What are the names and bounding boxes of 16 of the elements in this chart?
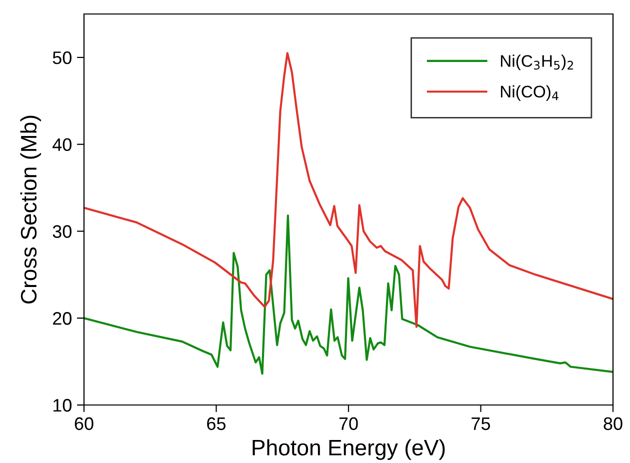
x-tick-label: 60	[74, 417, 94, 430]
x-tick-label: 70	[339, 417, 358, 430]
y-axis-title: Cross Section (Mb)	[20, 116, 41, 304]
x-tick-label: 75	[472, 417, 490, 430]
x-tick-label: 65	[207, 417, 226, 430]
x-tick-label: 80	[604, 417, 622, 430]
line-series	[84, 214, 613, 375]
y-tick-label: 40	[52, 138, 72, 152]
y-tick-label: 20	[53, 312, 72, 325]
y-tick-label: 30	[52, 225, 72, 238]
y-tick-label: 50	[52, 51, 72, 64]
y-tick-label: 10	[53, 398, 72, 412]
legend-label: Ni(CO)$_{4}$	[500, 85, 558, 101]
legend-label: Ni(C$_{3}$H$_{5}$)$_{2}$	[500, 54, 574, 70]
line-series	[84, 52, 613, 328]
x-axis-title: Photon Energy (eV)	[252, 439, 445, 460]
